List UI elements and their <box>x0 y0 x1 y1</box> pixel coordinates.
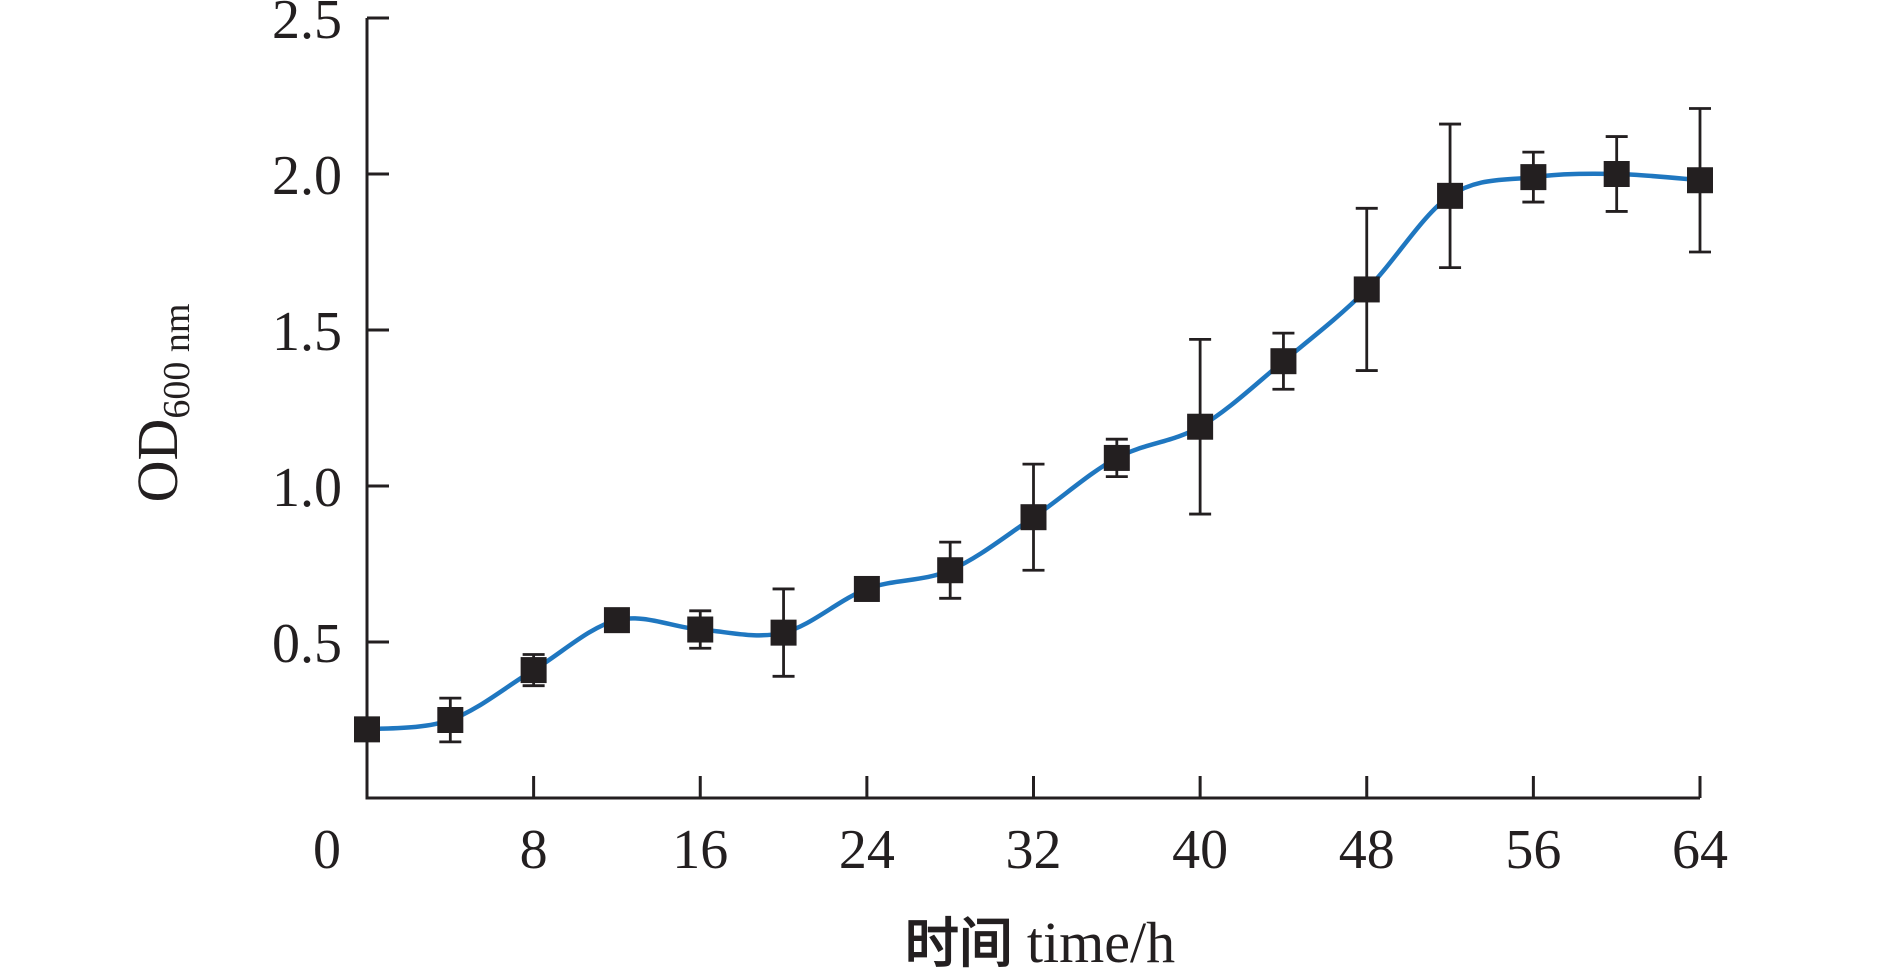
y-tick-label: 2.0 <box>272 145 342 207</box>
data-point-marker <box>437 707 464 733</box>
x-axis-title-zh: 时间 <box>905 912 1013 971</box>
data-point-marker <box>354 716 380 743</box>
y-tick-label: 1.5 <box>272 301 342 363</box>
series-group <box>354 107 1713 744</box>
data-point-marker <box>1353 276 1380 303</box>
data-point-marker <box>1103 444 1130 471</box>
x-tick-label: 0 <box>313 819 341 881</box>
x-tick-label: 16 <box>672 819 728 881</box>
x-tick-label: 64 <box>1672 819 1728 881</box>
x-tick-label: 48 <box>1339 819 1395 881</box>
x-axis-title-en: time/h <box>1027 910 1175 971</box>
data-point-marker <box>1187 413 1214 440</box>
data-point-marker <box>1687 167 1713 194</box>
y-axis-ticks: 0.5 1.0 1.5 2.0 2.5 <box>272 0 389 675</box>
x-tick-label: 56 <box>1505 819 1561 881</box>
data-point-marker <box>1603 161 1630 187</box>
series-line <box>366 171 1701 732</box>
data-point-marker <box>520 657 547 684</box>
axes <box>365 18 1700 800</box>
data-point-marker <box>603 607 630 634</box>
x-tick-label: 8 <box>520 819 548 881</box>
y-tick-label: 2.5 <box>272 0 342 51</box>
data-point-marker <box>1520 164 1547 191</box>
data-point-marker <box>1020 504 1047 531</box>
data-point-marker <box>687 616 714 643</box>
data-point-marker <box>1270 348 1297 375</box>
data-point-marker <box>770 619 797 646</box>
y-axis-title-sub: 600 nm <box>156 304 198 419</box>
data-point-marker <box>1437 182 1464 209</box>
x-tick-label: 32 <box>1006 819 1062 881</box>
x-tick-label: 40 <box>1172 819 1228 881</box>
data-point-marker <box>853 575 880 602</box>
y-axis-title-main: OD <box>125 419 190 503</box>
y-axis-title: OD600 nm <box>125 304 198 503</box>
x-axis-ticks: 0 8 16 24 32 40 48 56 64 <box>313 776 1728 881</box>
y-tick-label: 0.5 <box>272 613 342 675</box>
x-axis-title: 时间 time/h <box>905 910 1175 971</box>
y-tick-label: 1.0 <box>272 457 342 519</box>
x-tick-label: 24 <box>839 819 895 881</box>
data-point-marker <box>937 557 964 584</box>
